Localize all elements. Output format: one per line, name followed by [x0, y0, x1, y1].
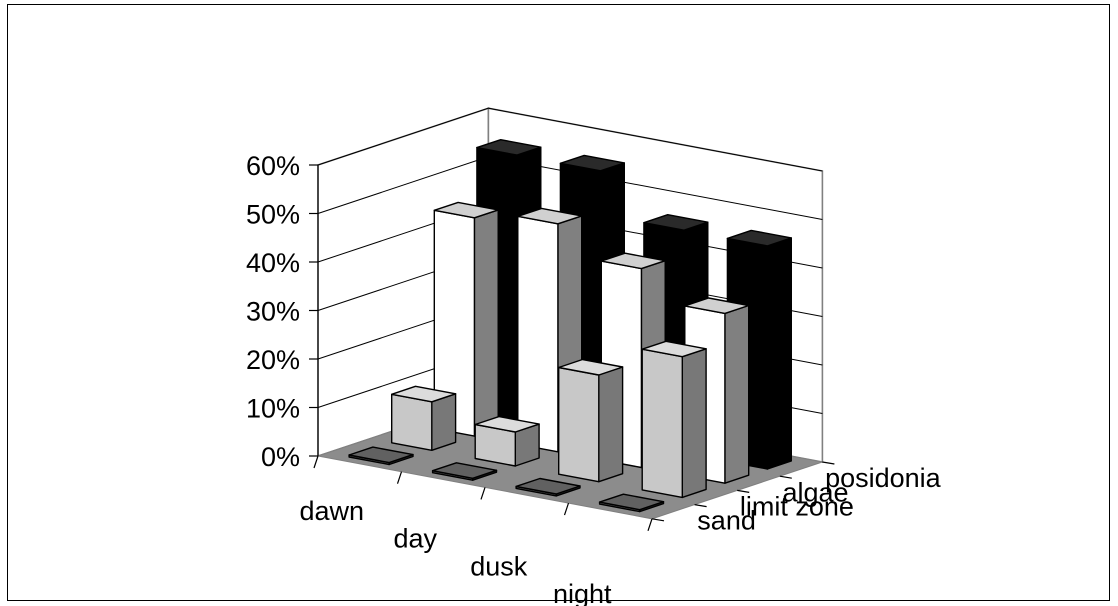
y-tick-label: 10%: [246, 394, 300, 424]
bar-sand-dusk: [515, 477, 581, 497]
y-tick-label: 20%: [246, 345, 300, 375]
bar-front: [517, 215, 559, 453]
bar-side: [431, 393, 457, 451]
x-label-dusk: dusk: [470, 551, 528, 581]
bar-front: [558, 366, 600, 483]
bar-algae-dawn: [433, 201, 499, 437]
bar-sand-dawn: [348, 446, 414, 466]
bar-side: [598, 366, 624, 483]
bar-top: [558, 358, 624, 376]
bar-top: [641, 340, 707, 358]
bar-top: [474, 415, 540, 433]
bar-limit-zone-night: [641, 340, 707, 499]
y-axis-ticks: 0% 10% 20% 30% 40% 50% 60%: [246, 151, 835, 531]
bar-top: [433, 201, 499, 219]
bar-sand-day: [431, 462, 498, 481]
series-label-sand: sand: [697, 506, 756, 536]
y-tick-label: 0%: [261, 442, 300, 472]
bar-side: [473, 209, 499, 437]
series-label-posidonia: posidonia: [825, 463, 942, 493]
x-tick-mark: [313, 455, 319, 469]
y-tick-label: 60%: [246, 151, 300, 181]
bar-limit-zone-dawn: [391, 385, 457, 451]
bar-top: [598, 493, 665, 511]
bar-top: [643, 213, 709, 231]
bar-top: [559, 154, 625, 172]
x-tick-mark: [647, 518, 653, 531]
bar-top: [391, 385, 457, 403]
bar-front: [391, 393, 433, 451]
bar-top: [684, 297, 750, 315]
x-tick-mark: [480, 487, 486, 500]
bar-limit-zone-day: [474, 415, 540, 467]
y-tick-label: 40%: [246, 248, 300, 278]
z-tick-mark: [651, 518, 665, 522]
bar-top: [476, 138, 542, 156]
bar-side: [681, 348, 707, 499]
bar-top: [348, 446, 414, 464]
series-label-limit-zone: limit zone: [740, 492, 854, 522]
chart-bars: [348, 138, 792, 513]
y-tick-label: 50%: [246, 200, 300, 230]
bar-side: [766, 237, 792, 470]
gridline: [317, 107, 823, 172]
bar-side: [724, 304, 750, 484]
bar-top: [515, 477, 581, 495]
x-tick-mark: [396, 471, 403, 484]
bar-top: [431, 462, 498, 479]
bar-front: [641, 348, 683, 499]
z-tick-mark: [779, 475, 792, 479]
bar-top: [726, 229, 792, 247]
x-label-day: day: [393, 524, 437, 554]
y-tick-label: 30%: [246, 297, 300, 327]
z-tick-mark: [737, 489, 750, 493]
bar-top: [600, 252, 666, 270]
z-tick-mark: [822, 461, 835, 465]
bar-top: [517, 207, 583, 225]
bar-sand-night: [598, 493, 665, 513]
x-tick-mark: [563, 502, 570, 516]
x-label-dawn: dawn: [299, 496, 364, 526]
bar-limit-zone-dusk: [558, 358, 624, 483]
z-tick-mark: [694, 504, 707, 508]
x-label-night: night: [553, 579, 612, 606]
series-label-algae: algae: [783, 477, 849, 507]
